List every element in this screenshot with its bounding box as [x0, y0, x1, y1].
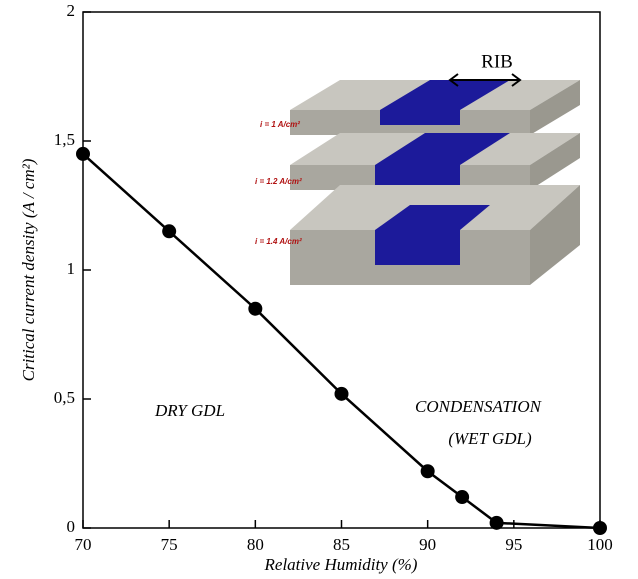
y-tick-label: 1 [67, 259, 76, 278]
marker [420, 464, 435, 479]
slab-side [530, 80, 580, 135]
water [380, 80, 510, 110]
x-tick-label: 90 [419, 535, 436, 554]
rib-label: RIB [481, 51, 513, 72]
annotation: (WET GDL) [448, 429, 532, 448]
marker [76, 146, 90, 161]
x-tick-label: 80 [247, 535, 264, 554]
water [375, 205, 490, 230]
current-label: i = 1.2 A/cm² [255, 177, 302, 186]
y-tick-label: 0 [67, 517, 76, 536]
slab-side [530, 185, 580, 285]
water [375, 230, 460, 265]
rib-arrow-head [448, 73, 459, 87]
water [375, 133, 510, 165]
y-tick-label: 2 [67, 1, 76, 20]
inset: RIB i = 1 A/cm² i = 1.2 A/cm² i = 1.4 A/… [255, 51, 580, 285]
marker [248, 301, 263, 316]
y-axis-label: Critical current density (A / cm²) [19, 158, 38, 381]
current-label: i = 1 A/cm² [260, 120, 300, 129]
marker [593, 521, 607, 535]
slab-side [530, 133, 580, 190]
current-label: i = 1.4 A/cm² [255, 237, 302, 246]
water [375, 165, 460, 188]
x-tick-label: 85 [333, 535, 350, 554]
annotation: DRY GDL [154, 401, 225, 420]
x-axis-label: Relative Humidity (%) [264, 555, 418, 574]
x-tick-label: 75 [161, 535, 178, 554]
x-tick-label: 95 [505, 535, 522, 554]
x-tick-label: 100 [587, 535, 613, 554]
marker [162, 224, 177, 239]
water [380, 110, 460, 125]
line [82, 152, 601, 530]
y-tick-label: 0,5 [54, 388, 75, 407]
rib-arrow-head [511, 73, 522, 87]
marker [455, 490, 470, 505]
marker [334, 386, 349, 401]
x-tick-label: 70 [75, 535, 92, 554]
y-tick-label: 1,5 [54, 130, 75, 149]
annotation: CONDENSATION [415, 397, 543, 416]
marker [489, 515, 504, 530]
